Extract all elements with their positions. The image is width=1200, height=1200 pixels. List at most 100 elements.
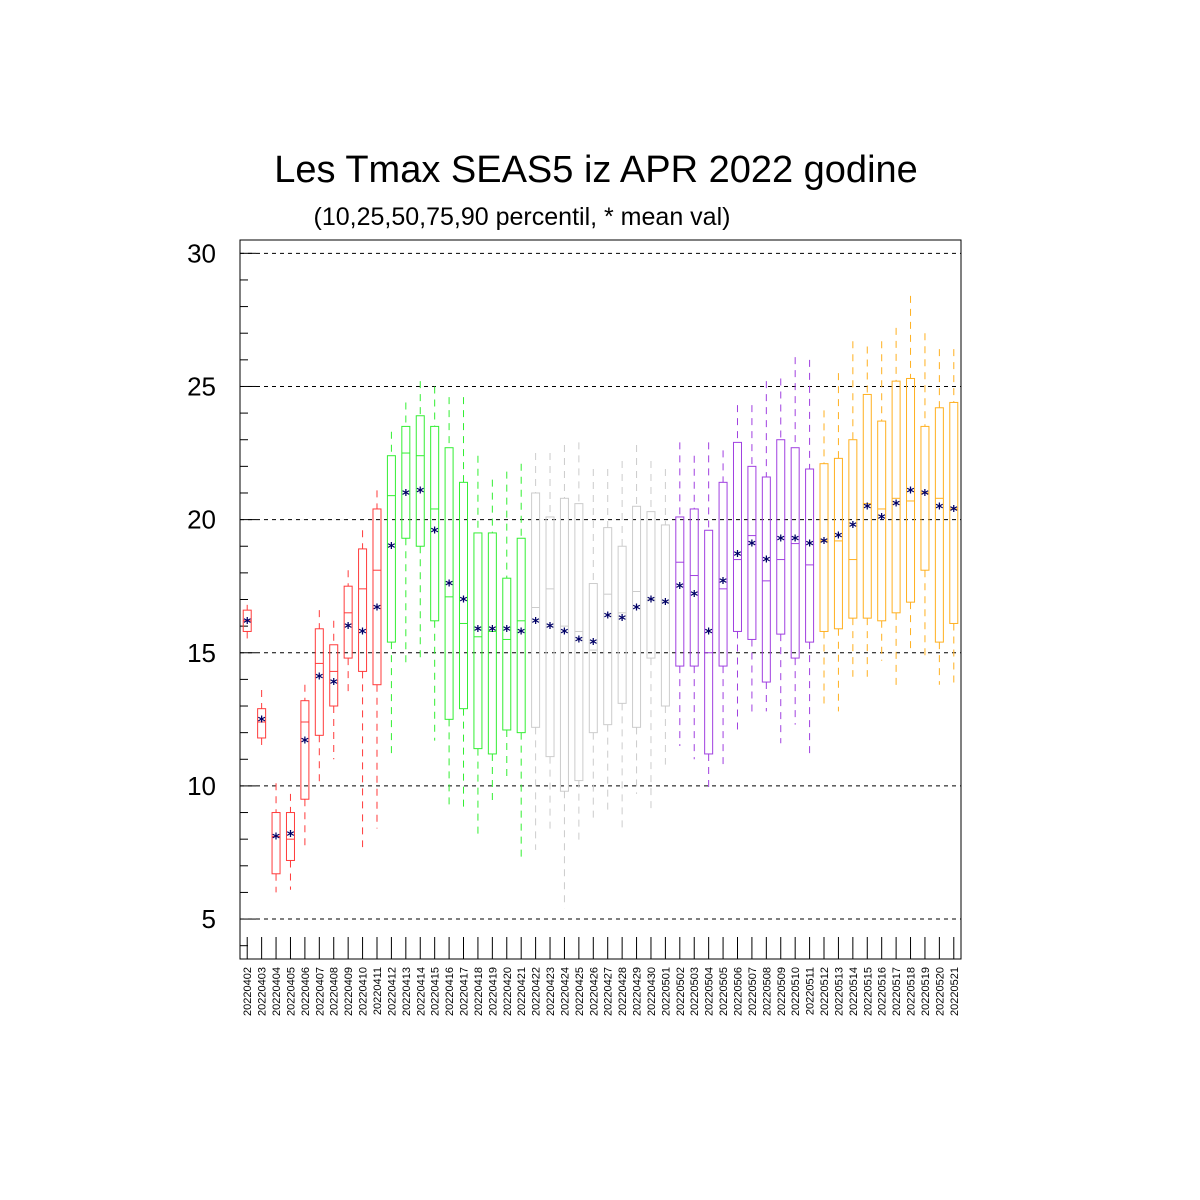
box-20220416: * [445, 397, 454, 810]
mean-marker: * [574, 632, 583, 650]
x-tick-label: 20220502 [675, 967, 687, 1016]
box-20220515: * [863, 346, 872, 677]
box-iqr [343, 585, 353, 659]
mean-marker: * [719, 574, 728, 592]
y-tick-label: 20 [187, 505, 216, 535]
x-tick-label: 20220417 [459, 967, 471, 1016]
y-tick-label: 30 [187, 238, 216, 268]
mean-marker: * [935, 499, 944, 517]
box-20220425: * [574, 442, 583, 842]
box-iqr [747, 465, 757, 640]
x-tick-label: 20220407 [314, 967, 326, 1016]
x-tick-label: 20220516 [877, 967, 889, 1016]
box-iqr [776, 439, 786, 635]
x-tick-label: 20220418 [473, 967, 485, 1016]
mean-marker: * [906, 483, 915, 501]
x-tick-label: 20220423 [545, 967, 557, 1016]
x-tick-label: 20220515 [862, 967, 874, 1016]
x-tick-label: 20220424 [559, 967, 571, 1016]
mean-marker: * [344, 619, 353, 637]
mean-marker: * [430, 523, 439, 541]
plot-frame [239, 239, 962, 960]
box-20220430: * [646, 461, 655, 810]
box-iqr [761, 476, 771, 683]
box-iqr [473, 532, 483, 750]
box-iqr [430, 425, 440, 622]
box-iqr [257, 708, 267, 739]
box-20220420: * [502, 471, 511, 778]
mean-marker: * [819, 534, 828, 552]
box-20220402: * [243, 604, 252, 640]
mean-marker: * [257, 712, 266, 730]
mean-marker: * [747, 537, 756, 555]
x-tick-label: 20220405 [285, 967, 297, 1016]
mean-marker: * [358, 624, 367, 642]
x-tick-label: 20220419 [487, 967, 499, 1016]
box-20220502: * [675, 442, 684, 746]
box-iqr [920, 425, 930, 571]
x-tick-label: 20220420 [502, 967, 514, 1016]
mean-marker: * [372, 600, 381, 618]
box-20220427: * [603, 469, 612, 813]
box-iqr [732, 441, 742, 632]
box-20220512: * [819, 410, 829, 709]
box-20220421: * [517, 463, 526, 858]
mean-marker: * [618, 611, 627, 629]
box-iqr [906, 377, 916, 603]
box-iqr [790, 447, 800, 659]
x-tick-label: 20220409 [343, 967, 355, 1016]
x-axis: 20220402 20220403 20220404 20220405 20220406… [242, 937, 961, 1016]
x-tick-label: 20220430 [646, 967, 658, 1016]
box-20220505: * [719, 450, 728, 765]
x-tick-label: 20220510 [790, 967, 802, 1016]
mean-marker: * [762, 553, 771, 571]
mean-marker: * [791, 531, 800, 549]
x-tick-label: 20220518 [906, 967, 918, 1016]
x-tick-label: 20220414 [415, 967, 427, 1016]
box-20220509: * [776, 378, 786, 744]
box-20220510: * [790, 357, 800, 725]
box-20220424: * [560, 445, 569, 909]
x-tick-label: 20220428 [617, 967, 629, 1016]
mean-marker: * [805, 537, 814, 555]
x-tick-label: 20220514 [848, 967, 860, 1016]
box-iqr [603, 527, 613, 726]
mean-marker: * [949, 502, 958, 520]
mean-marker: * [315, 670, 324, 688]
box-iqr [545, 516, 555, 758]
box-iqr [415, 415, 425, 547]
x-tick-label: 20220422 [531, 967, 543, 1016]
box-iqr [329, 644, 339, 707]
x-tick-label: 20220412 [386, 967, 398, 1016]
y-tick-label: 10 [187, 771, 216, 801]
x-tick-label: 20220413 [401, 967, 413, 1016]
x-tick-label: 20220406 [300, 967, 312, 1016]
box-20220422: * [531, 453, 540, 850]
box-iqr [372, 508, 382, 686]
mean-marker: * [531, 614, 540, 632]
box-iqr [588, 583, 598, 734]
mean-marker: * [445, 577, 454, 595]
mean-marker: * [690, 587, 699, 605]
x-tick-label: 20220505 [718, 967, 730, 1016]
x-tick-label: 20220426 [588, 967, 600, 1016]
box-iqr [285, 812, 295, 861]
box-iqr [805, 468, 815, 643]
mean-marker: * [892, 497, 901, 515]
box-20220501: * [661, 469, 670, 765]
box-20220413: * [401, 402, 410, 667]
x-tick-label: 20220421 [516, 967, 528, 1016]
mean-marker: * [502, 622, 511, 640]
box-20220508: * [761, 381, 771, 712]
box-20220517: * [892, 327, 901, 691]
box-iqr [487, 532, 497, 755]
box-series: * * * * * * * * * * * * * * * * * * * * * * * * * * * * * * * * * * * * * * * *… [243, 295, 958, 909]
box-20220407: * [315, 610, 324, 786]
mean-marker: * [632, 600, 641, 618]
box-20220406: * [300, 684, 309, 848]
box-20220423: * [545, 453, 555, 832]
box-20220415: * [430, 386, 440, 741]
y-axis: 5 10 15 20 25 30 [187, 238, 256, 947]
mean-marker: * [589, 635, 598, 653]
